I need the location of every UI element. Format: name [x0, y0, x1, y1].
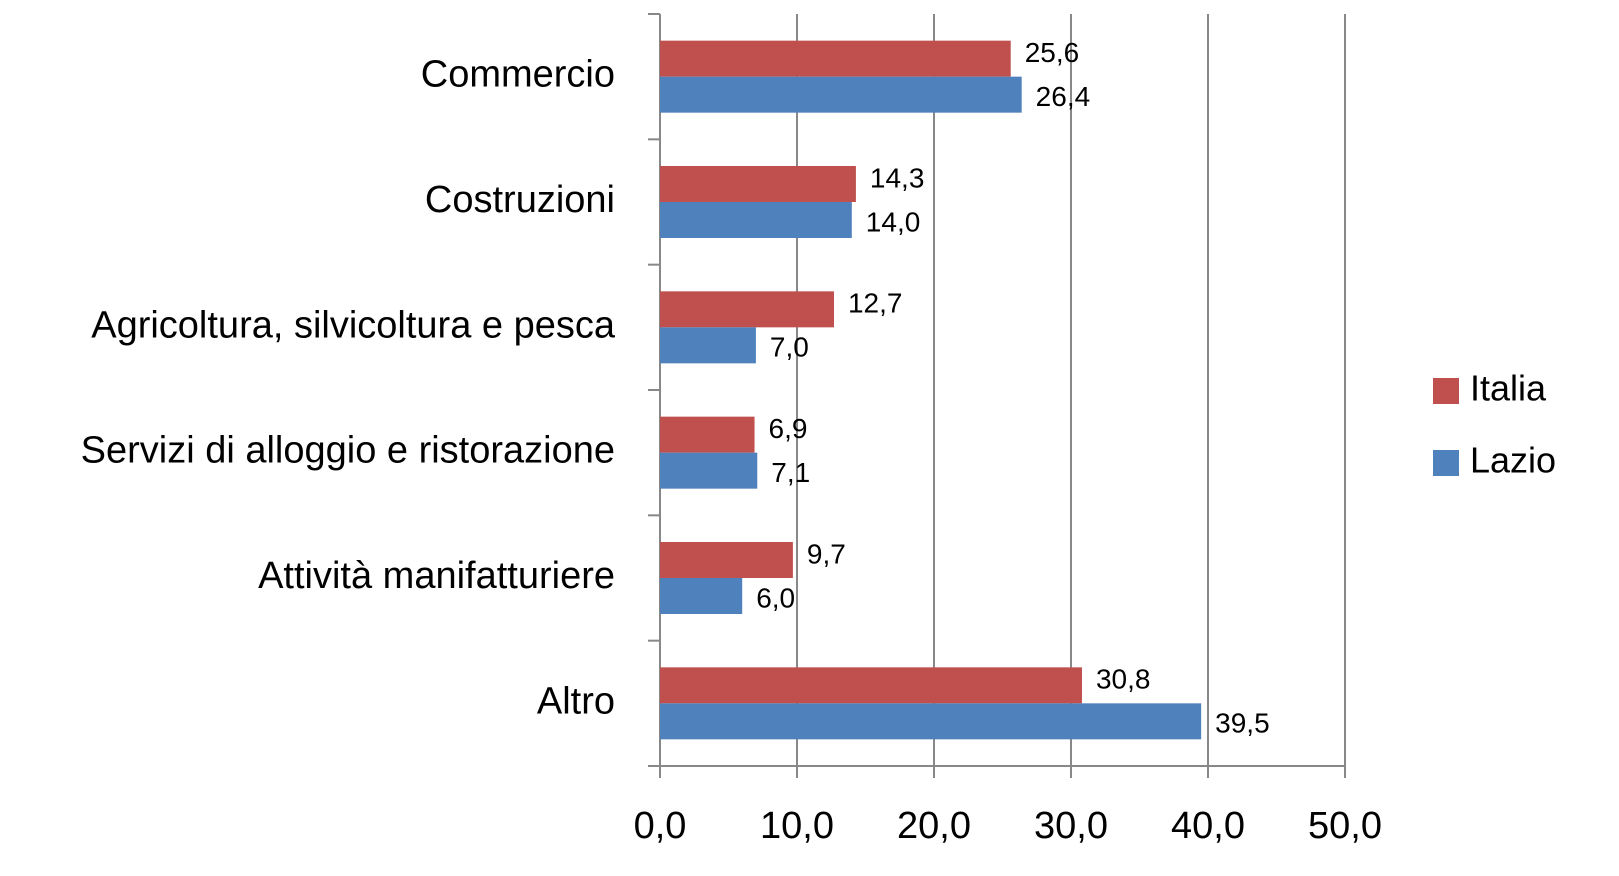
category-label: Commercio — [421, 54, 615, 96]
category-label: Attività manifatturiere — [258, 555, 615, 597]
x-tick-label: 10,0 — [760, 805, 834, 847]
legend-label: Lazio — [1470, 440, 1556, 481]
bar — [660, 703, 1202, 740]
value-label: 25,6 — [1025, 37, 1080, 68]
value-label: 14,0 — [866, 206, 921, 237]
value-label: 26,4 — [1036, 81, 1091, 112]
bar — [660, 416, 755, 453]
x-tick-label: 30,0 — [1034, 805, 1108, 847]
legend-label: Italia — [1470, 368, 1547, 409]
value-label: 6,0 — [756, 582, 795, 613]
x-tick-label: 20,0 — [897, 805, 971, 847]
bar — [660, 452, 758, 489]
bar — [660, 166, 856, 202]
value-label: 6,9 — [769, 413, 808, 444]
value-label: 30,8 — [1096, 664, 1151, 695]
bar — [660, 40, 1011, 77]
bar — [660, 327, 756, 364]
bar — [660, 202, 852, 238]
legend-swatch — [1433, 450, 1459, 476]
bar — [660, 578, 743, 614]
category-label: Altro — [537, 680, 615, 722]
bar — [660, 291, 834, 328]
value-label: 7,1 — [771, 457, 810, 488]
value-label: 39,5 — [1215, 708, 1270, 739]
category-label: Servizi di alloggio e ristorazione — [81, 430, 615, 472]
value-label: 14,3 — [870, 162, 925, 193]
bar — [660, 542, 793, 578]
x-tick-label: 50,0 — [1308, 805, 1382, 847]
value-label: 12,7 — [848, 288, 903, 319]
value-label: 9,7 — [807, 538, 846, 569]
category-label: Agricoltura, silvicoltura e pesca — [91, 304, 616, 346]
category-label: Costruzioni — [425, 179, 615, 221]
value-label: 7,0 — [770, 332, 809, 363]
x-tick-label: 40,0 — [1171, 805, 1245, 847]
bar — [660, 76, 1022, 113]
x-tick-label: 0,0 — [634, 805, 687, 847]
legend-swatch — [1433, 378, 1459, 404]
bar — [660, 667, 1082, 704]
